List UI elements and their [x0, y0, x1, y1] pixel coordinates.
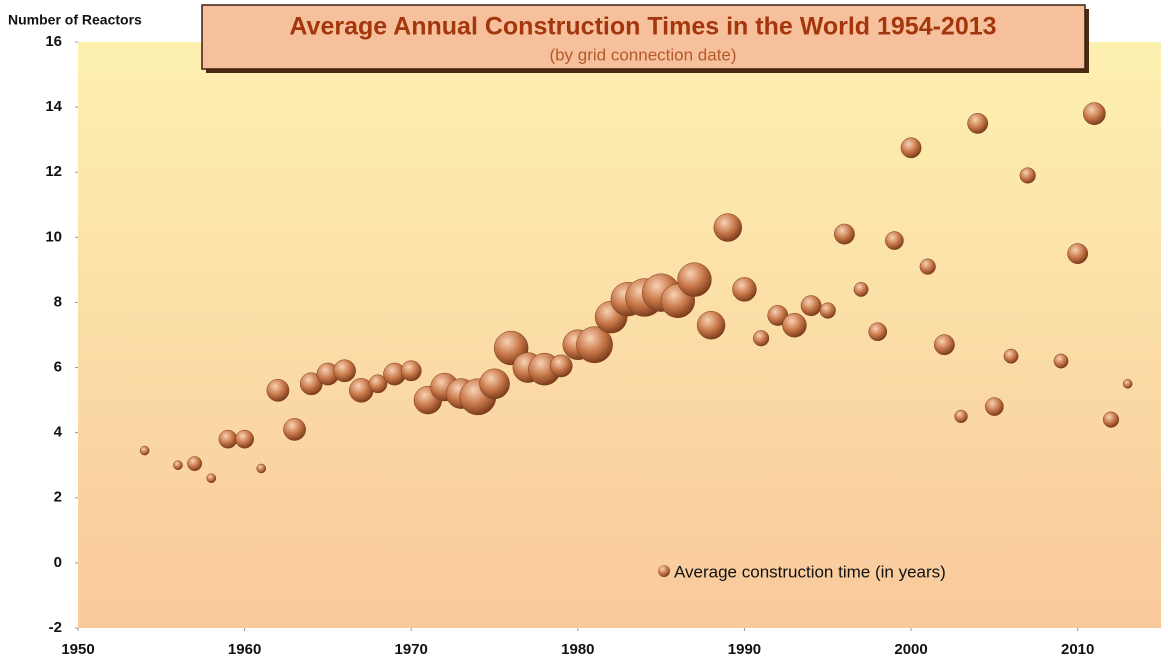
- bubble: [1067, 243, 1089, 264]
- y-tick-label: 4: [54, 424, 63, 441]
- y-tick-label: 16: [45, 33, 62, 50]
- bubble: [954, 409, 968, 424]
- title-box: [201, 4, 1086, 70]
- bubble: [368, 374, 388, 394]
- legend-label: Average construction time (in years): [674, 562, 946, 581]
- bubble: [283, 418, 306, 441]
- x-tick-label: 2000: [894, 641, 927, 658]
- bubble: [834, 223, 855, 245]
- bubble: [1003, 348, 1019, 364]
- y-tick-label: 14: [45, 98, 62, 115]
- bubble: [1083, 102, 1106, 125]
- bubble: [266, 379, 290, 402]
- bubble: [800, 295, 822, 317]
- bubble: [713, 213, 742, 242]
- bubble: [696, 311, 726, 340]
- bubble: [967, 113, 989, 134]
- plot-area: [78, 42, 1161, 628]
- bubble: [900, 137, 922, 159]
- x-tick-label: 1980: [561, 641, 594, 658]
- bubble: [819, 302, 836, 319]
- legend-swatch: [658, 565, 670, 577]
- bubble: [885, 231, 904, 250]
- bubble: [985, 397, 1004, 416]
- bubble: [576, 326, 613, 364]
- bubble: [934, 334, 955, 356]
- bubble: [549, 354, 573, 378]
- bubble: [333, 359, 356, 383]
- bubble: [206, 473, 217, 484]
- bubble: [919, 258, 936, 275]
- bubble: [173, 460, 183, 470]
- bubble: [1102, 411, 1120, 428]
- bubble: [479, 368, 510, 400]
- bubble: [1019, 167, 1036, 184]
- bubble: [782, 313, 807, 338]
- bubble: [256, 463, 267, 474]
- x-tick-label: 1990: [728, 641, 761, 658]
- y-tick-label: 0: [54, 554, 62, 571]
- x-tick-label: 1960: [228, 641, 261, 658]
- chart-title: Average Annual Construction Times in the…: [289, 13, 996, 41]
- bubble: [1122, 379, 1133, 389]
- bubble: [853, 282, 869, 297]
- y-tick-label: 10: [45, 228, 62, 245]
- y-tick-label: 6: [54, 359, 62, 376]
- bubble: [753, 330, 770, 347]
- bubble: [218, 429, 238, 449]
- bubble: [868, 322, 888, 342]
- x-tick-label: 1950: [61, 641, 94, 658]
- bubble: [400, 360, 422, 382]
- y-tick-label: 8: [54, 293, 62, 310]
- x-tick-label: 1970: [395, 641, 428, 658]
- y-axis-label: Number of Reactors: [8, 12, 142, 28]
- bubble: [235, 429, 254, 449]
- y-tick-label: -2: [49, 619, 62, 636]
- x-tick-label: 2010: [1061, 641, 1094, 658]
- y-tick-label: 12: [45, 163, 62, 180]
- bubble: [187, 456, 203, 471]
- bubble: [139, 445, 150, 456]
- bubble: [1053, 353, 1069, 369]
- bubble: [677, 262, 712, 297]
- chart-subtitle: (by grid connection date): [549, 45, 736, 64]
- y-tick-label: 2: [54, 489, 62, 506]
- bubble: [732, 277, 757, 302]
